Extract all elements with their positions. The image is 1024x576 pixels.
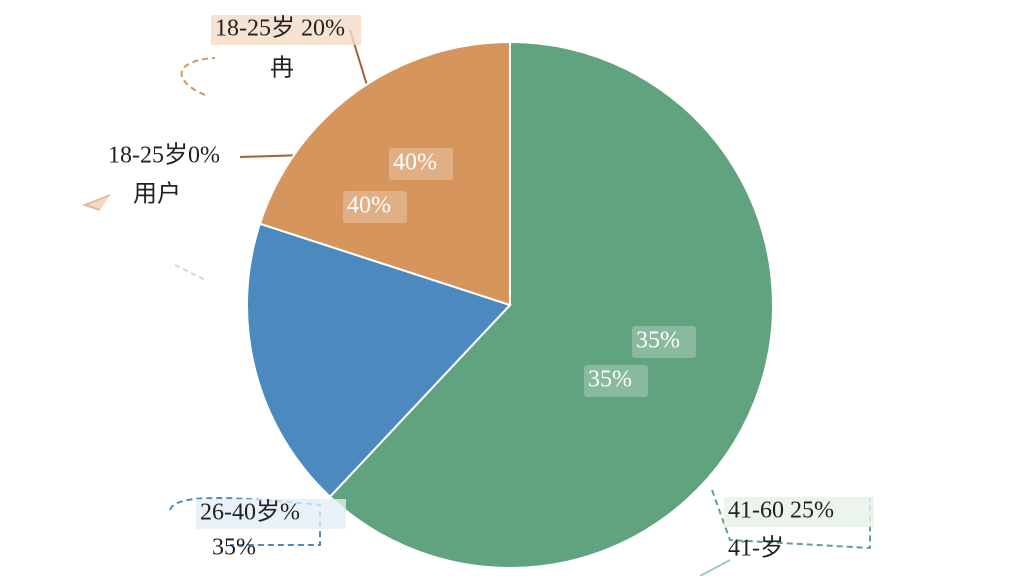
annotation: 35% bbox=[212, 535, 256, 561]
label-bg bbox=[724, 497, 874, 527]
label-bg bbox=[389, 148, 453, 180]
pie-slice bbox=[246, 222, 512, 499]
annotation: 41-岁 bbox=[728, 535, 784, 562]
annotation: 冉 bbox=[270, 55, 294, 82]
label-bg bbox=[584, 365, 648, 397]
label-bg bbox=[196, 499, 346, 529]
inner-label: 35% bbox=[588, 367, 632, 393]
label-bg bbox=[343, 191, 407, 223]
label-bg bbox=[632, 326, 696, 358]
slice-label: 26-40岁% bbox=[200, 499, 300, 526]
inner-label: 40% bbox=[393, 150, 437, 176]
slice-label: 18-25岁 20% bbox=[215, 15, 345, 42]
label-bg bbox=[211, 15, 361, 45]
inner-label: 35% bbox=[636, 328, 680, 354]
pie-slice bbox=[258, 40, 511, 307]
pie-slice bbox=[328, 40, 774, 569]
annotation: 18-25岁0% bbox=[108, 142, 220, 169]
inner-label: 40% bbox=[347, 193, 391, 219]
slice-label: 41-60 25% bbox=[728, 498, 834, 524]
annotation: 用户 bbox=[133, 181, 181, 208]
